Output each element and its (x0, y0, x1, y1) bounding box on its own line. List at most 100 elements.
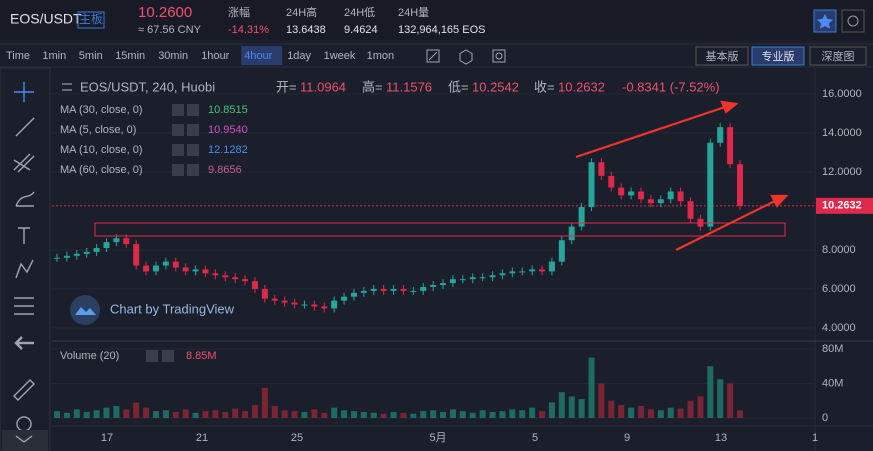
measure-tool[interactable] (13, 379, 35, 401)
back-tool[interactable] (14, 336, 34, 350)
candle-body (420, 286, 427, 291)
candle-body (271, 298, 278, 301)
candle-body (83, 251, 90, 254)
interval[interactable]: 1day (287, 50, 311, 62)
volume-bar (489, 411, 496, 419)
study-name: MA (10, close, 0) (60, 144, 143, 156)
study-close[interactable] (187, 124, 199, 136)
tool-icon[interactable] (492, 49, 506, 63)
volume-bar (667, 407, 674, 419)
badge: 主板 (79, 12, 103, 26)
volume-bar (588, 357, 595, 419)
interval[interactable]: 1hour (201, 50, 229, 62)
stat-value: 132,964,165 EOS (398, 24, 485, 36)
version-button[interactable] (809, 46, 867, 66)
volume-bar (737, 410, 743, 419)
volume-bar (449, 409, 456, 419)
volume-bar (182, 409, 189, 419)
stat-value: 13.6438 (286, 24, 326, 36)
candle-body (331, 300, 338, 309)
candle-body (113, 238, 120, 243)
study-settings[interactable] (172, 124, 184, 136)
stats: 涨幅 -14.31% 24H高 13.6438 24H低 9.4624 24H量 132,96… (228, 5, 485, 36)
study-close[interactable] (187, 144, 199, 156)
ohlc-legend: 开= 11.0964 高= 11.1576 低= 10.2542 收= 10.2632 (276, 79, 605, 94)
study-name: MA (5, close, 0) (60, 124, 136, 136)
candle-body (222, 275, 229, 278)
candle-body (192, 269, 199, 272)
volume-bar (251, 405, 258, 419)
candle-body (519, 271, 526, 273)
fib-tool[interactable] (13, 153, 35, 173)
text-tool[interactable] (18, 227, 30, 244)
interval[interactable]: 15min (115, 50, 145, 62)
tool-icon[interactable] (426, 49, 440, 63)
interval[interactable]: 1week (324, 50, 356, 62)
interval[interactable]: 4hour (244, 50, 272, 62)
volume-bar (54, 411, 60, 419)
candle-body (301, 304, 308, 306)
time-label: 13 (715, 432, 727, 444)
volume-bar (202, 411, 209, 419)
volume-bar (93, 410, 100, 419)
candle-body (202, 269, 209, 274)
volume-bar (638, 405, 645, 419)
candle-body (707, 142, 714, 227)
volume-bar (212, 410, 219, 419)
volume-bar (83, 411, 90, 419)
theme-button[interactable] (841, 9, 865, 33)
interval[interactable]: 1mon (367, 50, 395, 62)
candle-body (667, 191, 674, 200)
ohlc-label: 收= (534, 79, 555, 94)
legend-title: EOS/USDT, 240, Huobi (80, 79, 215, 94)
candle-body (162, 261, 169, 266)
price-tick: 16.0000 (822, 88, 862, 100)
study-settings[interactable] (172, 164, 184, 176)
pattern-tool[interactable] (15, 259, 34, 279)
version-button[interactable] (695, 46, 749, 66)
candle-body (509, 271, 516, 274)
version-label: 专业版 (762, 49, 795, 63)
candle-body (73, 253, 80, 256)
volume-bar (222, 411, 229, 419)
version-button[interactable] (751, 46, 805, 66)
prediction-tool[interactable] (14, 297, 34, 315)
candle-body (558, 240, 565, 262)
candle-body (449, 279, 456, 284)
study-close[interactable] (187, 164, 199, 176)
crosshair-tool[interactable] (14, 82, 34, 102)
volume-bar (350, 411, 357, 419)
ohlc-value: 10.2632 (558, 79, 605, 94)
volume-bar (529, 407, 536, 419)
range-box (94, 222, 786, 237)
candle-body (657, 199, 664, 204)
version-label: 深度图 (822, 49, 855, 63)
candle-body (54, 257, 60, 259)
candle-body (717, 127, 724, 143)
study-value: 12.1282 (208, 144, 248, 156)
settings-button[interactable] (146, 350, 158, 362)
candle-body (281, 300, 288, 303)
price-tick: 4.0000 (822, 322, 856, 334)
study-close[interactable] (187, 104, 199, 116)
interval[interactable]: 30min (158, 50, 188, 62)
interval[interactable]: 5min (79, 50, 103, 62)
close-button[interactable] (162, 350, 174, 362)
candle-body (598, 162, 605, 176)
candle-body (539, 269, 546, 272)
line-tool[interactable] (15, 117, 35, 137)
interval[interactable]: 1min (42, 50, 66, 62)
interval[interactable]: Time (6, 50, 30, 62)
study-settings[interactable] (172, 144, 184, 156)
time-label: 25 (291, 432, 303, 444)
star-icon (817, 14, 833, 29)
volume-bar (103, 407, 110, 419)
collapse-button[interactable] (15, 435, 33, 443)
tool-icon[interactable] (459, 49, 473, 65)
ohlc-label: 高= (362, 79, 383, 94)
time-label: 1 (812, 432, 818, 444)
study-settings[interactable] (172, 104, 184, 116)
volume-bar (242, 411, 249, 419)
volume-bar (509, 409, 516, 419)
brush-tool[interactable] (15, 191, 35, 207)
